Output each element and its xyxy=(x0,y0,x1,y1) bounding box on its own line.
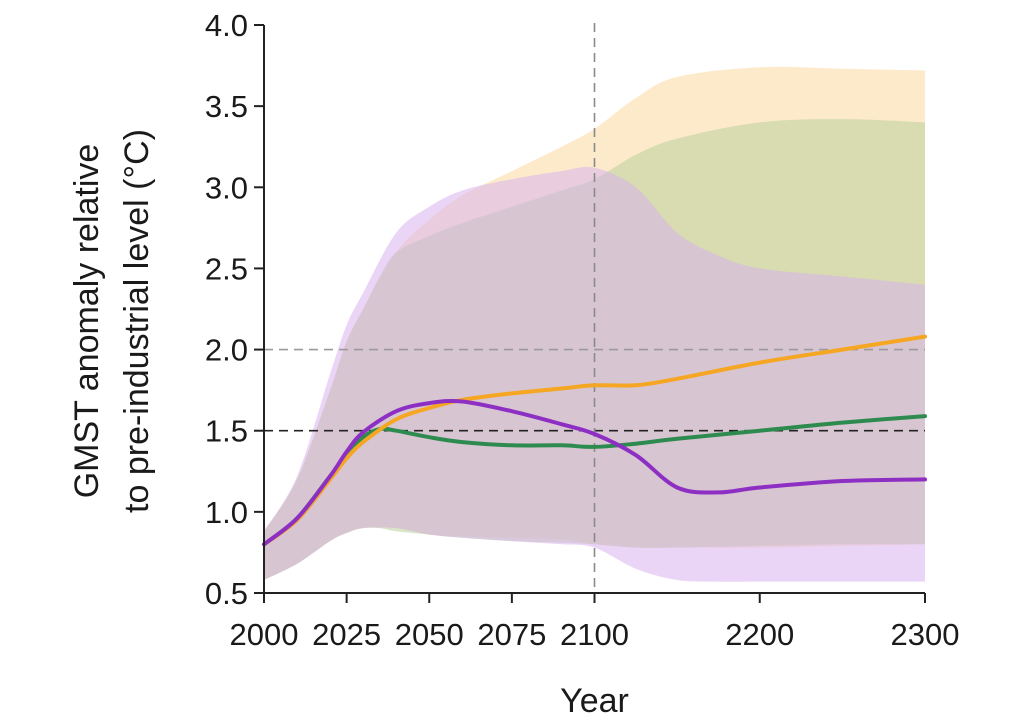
line-purple xyxy=(262,398,927,547)
y-axis-title-line-2: to pre-industrial level (°C) xyxy=(118,129,156,513)
y-tick-label-1.5: 1.5 xyxy=(205,414,248,449)
y-tick-label-2.0: 2.0 xyxy=(205,333,248,368)
y-axis-title-line-1: GMST anomaly relative xyxy=(68,144,106,499)
x-tick-label-2100: 2100 xyxy=(560,617,629,652)
series-lines xyxy=(262,334,927,547)
uncertainty-bands xyxy=(264,66,925,582)
line-orange xyxy=(262,334,927,547)
y-tick-label-2.5: 2.5 xyxy=(205,251,248,286)
y-tick-label-4.0: 4.0 xyxy=(205,8,248,43)
x-axis-title: Year xyxy=(560,682,629,720)
x-tick-label-2075: 2075 xyxy=(477,617,546,652)
axes: 0.5 1.0 1.5 2.0 2.5 3.0 3.5 4.0 2000 2025 2050 2075… xyxy=(205,8,960,652)
y-tick-label-3.0: 3.0 xyxy=(205,170,248,205)
x-tick-label-2200: 2200 xyxy=(725,617,794,652)
x-tick-label-2025: 2025 xyxy=(312,617,381,652)
x-tick-label-2000: 2000 xyxy=(230,617,299,652)
x-tick-label-2300: 2300 xyxy=(891,617,960,652)
y-tick-label-1.0: 1.0 xyxy=(205,495,248,530)
y-tick-label-0.5: 0.5 xyxy=(205,576,248,611)
x-tick-label-2050: 2050 xyxy=(395,617,464,652)
y-tick-label-3.5: 3.5 xyxy=(205,89,248,124)
